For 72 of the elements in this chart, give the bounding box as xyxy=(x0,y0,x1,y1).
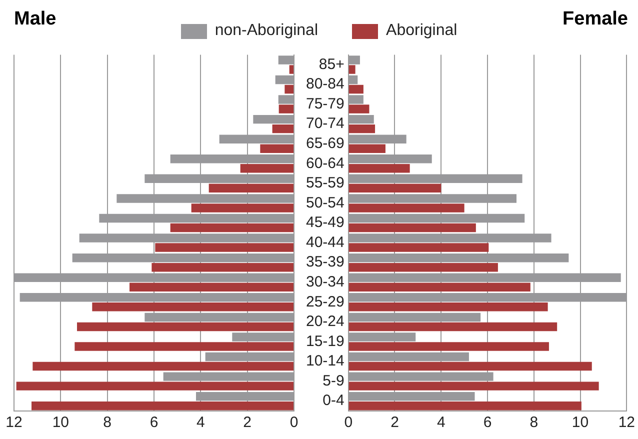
bar xyxy=(348,84,364,94)
y-tick-label: 15-19 xyxy=(306,332,344,350)
bar xyxy=(74,342,294,351)
x-tick-label: 2 xyxy=(243,414,252,432)
x-tick-label: 8 xyxy=(103,414,112,432)
bar xyxy=(348,124,376,134)
bar xyxy=(16,382,294,390)
y-tick-label: 20-24 xyxy=(306,313,344,330)
y-tick-label: 75-79 xyxy=(306,95,344,112)
x-tick-label: 0 xyxy=(290,414,298,432)
y-tick-label: 30-34 xyxy=(306,274,344,291)
bar xyxy=(348,223,476,232)
bar xyxy=(170,223,294,232)
bar xyxy=(348,262,498,272)
y-tick-label: 25-29 xyxy=(306,293,344,310)
bar xyxy=(348,382,599,390)
x-tick-label: 10 xyxy=(572,414,589,432)
bar xyxy=(348,65,356,74)
x-tick-label: 4 xyxy=(436,414,446,432)
bar xyxy=(348,362,592,371)
bar xyxy=(152,262,294,272)
chart-title: Female xyxy=(562,8,628,30)
bar xyxy=(348,282,530,292)
bar xyxy=(77,322,294,332)
y-tick-label: 50-54 xyxy=(306,194,344,212)
bar xyxy=(348,322,558,332)
x-tick-label: 6 xyxy=(150,414,158,432)
bar xyxy=(348,164,410,173)
x-tick-label: 4 xyxy=(196,414,205,432)
bar xyxy=(32,401,294,410)
x-tick-label: 10 xyxy=(52,414,70,432)
bar xyxy=(208,184,294,193)
y-tick-label: 40-44 xyxy=(306,234,344,251)
bar xyxy=(348,184,442,193)
bar xyxy=(278,104,294,114)
y-tick-label: 60-64 xyxy=(306,154,344,172)
bar xyxy=(348,342,549,351)
bar xyxy=(348,302,548,312)
bar xyxy=(92,302,294,312)
bar xyxy=(130,282,294,292)
bar xyxy=(272,124,294,134)
bar xyxy=(348,104,370,114)
bar xyxy=(348,401,582,410)
x-tick-label: 0 xyxy=(344,414,353,432)
bar xyxy=(240,164,294,173)
bar xyxy=(289,65,294,74)
x-tick-label: 12 xyxy=(618,414,635,432)
bar xyxy=(191,204,294,212)
x-tick-label: 6 xyxy=(483,414,492,432)
chart-title: Male xyxy=(14,8,56,30)
bar xyxy=(348,144,386,153)
y-tick-label: 10-14 xyxy=(306,352,344,370)
y-tick-label: 70-74 xyxy=(306,115,344,132)
y-tick-label: 5-9 xyxy=(322,372,344,390)
bar xyxy=(32,362,294,371)
x-tick-label: 12 xyxy=(6,414,22,432)
legend-label: Aboriginal xyxy=(386,22,458,40)
bar xyxy=(348,243,489,252)
bar xyxy=(348,204,464,212)
legend-label: non-Aboriginal xyxy=(214,22,318,40)
y-tick-label: 85+ xyxy=(318,56,345,73)
bar xyxy=(155,243,294,252)
x-tick-label: 8 xyxy=(530,414,538,432)
y-tick-label: 65-69 xyxy=(306,134,344,152)
x-tick-label: 2 xyxy=(390,414,399,432)
bar xyxy=(284,84,294,94)
bar xyxy=(260,144,294,153)
y-tick-label: 55-59 xyxy=(306,174,344,192)
y-tick-label: 45-49 xyxy=(306,214,344,232)
y-tick-label: 80-84 xyxy=(306,76,344,93)
y-tick-label: 35-39 xyxy=(306,254,344,271)
y-tick-label: 0-4 xyxy=(322,392,344,410)
